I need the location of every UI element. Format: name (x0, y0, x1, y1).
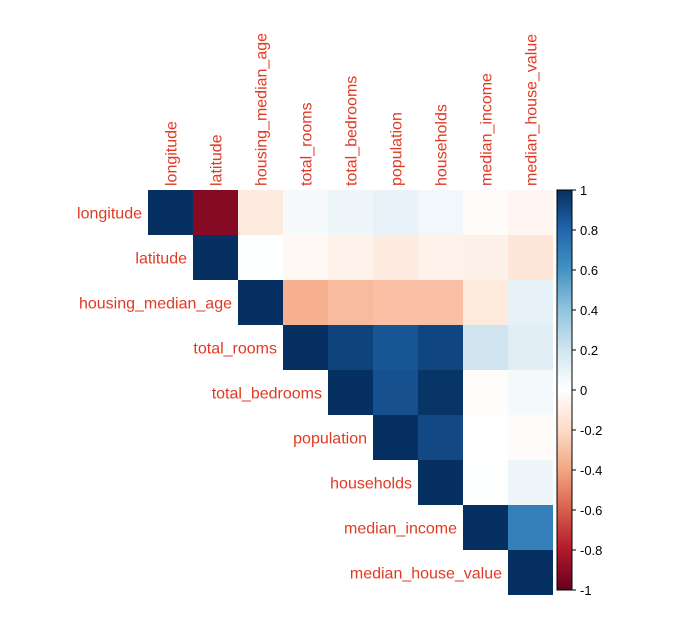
cell-longitude-households (418, 190, 463, 235)
cell-latitude-households (418, 235, 463, 280)
cell-housing_median_age-total_bedrooms (328, 280, 373, 325)
color-legend-tick-label: 0.4 (580, 303, 598, 318)
cell-population-population (373, 415, 418, 460)
column-label: median_house_value (524, 34, 541, 186)
cell-households-median_income (463, 460, 508, 505)
color-legend-tick-label: 1 (580, 183, 587, 198)
cell-population-median_house_value (508, 415, 553, 460)
cell-housing_median_age-population (373, 280, 418, 325)
color-legend-bar (556, 189, 573, 591)
color-legend-tick-label: -0.6 (580, 503, 602, 518)
cell-median_income-median_income (463, 505, 508, 550)
column-labels: longitude latitude housing_median_age total… (164, 33, 541, 186)
cell-housing_median_age-total_rooms (283, 280, 328, 325)
color-legend-tick-label: -1 (580, 583, 592, 598)
cell-latitude-median_income (463, 235, 508, 280)
cell-total_rooms-total_rooms (283, 325, 328, 370)
cell-longitude-housing_median_age (238, 190, 283, 235)
row-label: longitude (77, 206, 142, 223)
cell-housing_median_age-housing_median_age (238, 280, 283, 325)
cell-total_bedrooms-households (418, 370, 463, 415)
cell-longitude-median_house_value (508, 190, 553, 235)
cell-latitude-housing_median_age (238, 235, 283, 280)
row-label: housing_median_age (79, 296, 232, 313)
column-label: housing_median_age (254, 33, 271, 186)
cell-total_rooms-median_income (463, 325, 508, 370)
row-label: population (293, 431, 367, 448)
column-label: total_rooms (299, 102, 316, 186)
cell-longitude-latitude (193, 190, 238, 235)
column-label: median_income (479, 73, 496, 186)
cell-longitude-total_bedrooms (328, 190, 373, 235)
column-label: households (434, 104, 451, 186)
row-label: households (330, 476, 412, 493)
cell-population-median_income (463, 415, 508, 460)
row-label: median_income (344, 521, 457, 538)
cell-housing_median_age-households (418, 280, 463, 325)
color-legend-tick-label: -0.2 (580, 423, 602, 438)
cell-households-households (418, 460, 463, 505)
color-legend-tick-label: 0.2 (580, 343, 598, 358)
color-legend-tick-label: 0 (580, 383, 587, 398)
cell-longitude-total_rooms (283, 190, 328, 235)
column-label: total_bedrooms (344, 76, 361, 186)
color-legend: 1 0.8 0.6 0.4 0.2 0 -0.2 -0.4 -0.6 -0.8 -1 (556, 183, 602, 598)
column-label: latitude (209, 134, 226, 186)
row-label: total_rooms (193, 341, 277, 358)
cell-total_rooms-median_house_value (508, 325, 553, 370)
cell-total_bedrooms-median_income (463, 370, 508, 415)
column-label: population (389, 112, 406, 186)
color-legend-tick-label: 0.6 (580, 263, 598, 278)
cell-total_rooms-population (373, 325, 418, 370)
cell-median_income-median_house_value (508, 505, 553, 550)
color-legend-tick-label: -0.4 (580, 463, 602, 478)
heatmap-cells (148, 190, 553, 595)
cell-households-median_house_value (508, 460, 553, 505)
cell-longitude-population (373, 190, 418, 235)
cell-total_bedrooms-population (373, 370, 418, 415)
row-label: latitude (135, 251, 187, 268)
cell-housing_median_age-median_house_value (508, 280, 553, 325)
cell-latitude-total_rooms (283, 235, 328, 280)
row-labels: longitude latitude housing_median_agetotal… (77, 206, 502, 583)
cell-latitude-latitude (193, 235, 238, 280)
color-legend-tick-label: -0.8 (580, 543, 602, 558)
color-legend-tick-label: 0.8 (580, 223, 598, 238)
cell-longitude-longitude (148, 190, 193, 235)
cell-latitude-median_house_value (508, 235, 553, 280)
row-label: median_house_value (350, 566, 502, 583)
column-label: longitude (164, 121, 181, 186)
cell-housing_median_age-median_income (463, 280, 508, 325)
row-label: total_bedrooms (212, 386, 322, 403)
cell-total_bedrooms-total_bedrooms (328, 370, 373, 415)
cell-population-households (418, 415, 463, 460)
cell-longitude-median_income (463, 190, 508, 235)
cell-latitude-total_bedrooms (328, 235, 373, 280)
cell-total_bedrooms-median_house_value (508, 370, 553, 415)
cell-median_house_value-median_house_value (508, 550, 553, 595)
cell-total_rooms-total_bedrooms (328, 325, 373, 370)
cell-total_rooms-households (418, 325, 463, 370)
cell-latitude-population (373, 235, 418, 280)
